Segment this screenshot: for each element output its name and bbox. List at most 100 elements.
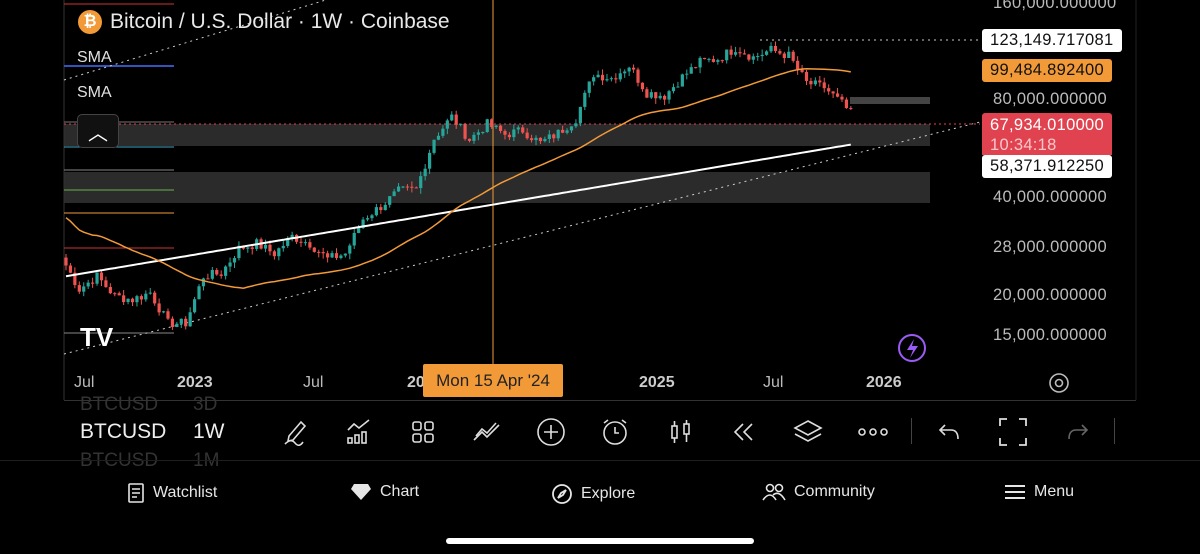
fullscreen-icon[interactable]	[993, 414, 1033, 450]
candle	[569, 126, 574, 131]
patterns-icon[interactable]	[467, 414, 507, 450]
candle	[738, 52, 742, 54]
candle	[454, 114, 458, 125]
candle	[135, 296, 139, 303]
candle	[91, 282, 95, 284]
layers-icon[interactable]	[788, 414, 828, 450]
candle	[725, 49, 729, 61]
candle	[498, 125, 503, 131]
candle	[405, 186, 410, 188]
candle	[676, 86, 680, 88]
candle	[521, 127, 525, 133]
indicators-icon[interactable]	[339, 414, 379, 450]
collapse-legend-button[interactable]: ︿	[77, 114, 119, 148]
candle	[840, 96, 844, 100]
candle	[250, 247, 254, 249]
candle	[609, 78, 614, 80]
candle	[472, 134, 476, 141]
candle	[126, 298, 130, 303]
candle	[636, 69, 640, 83]
candle	[512, 129, 516, 138]
candle	[348, 245, 352, 254]
candle	[463, 123, 467, 139]
candle-type-icon[interactable]	[661, 414, 701, 450]
candle	[374, 207, 378, 216]
candle	[383, 204, 387, 211]
candle	[831, 91, 835, 94]
candle	[95, 272, 99, 284]
candle	[596, 74, 600, 78]
layouts-icon[interactable]	[403, 414, 443, 450]
candle	[565, 130, 569, 133]
candle	[423, 168, 427, 177]
nav-watchlist[interactable]: Watchlist	[127, 483, 217, 503]
crosshair-date-label: Mon 15 Apr '24	[423, 364, 563, 397]
price-chart[interactable]: TV	[0, 0, 1200, 400]
indicator-sma-1[interactable]: SMA	[77, 49, 112, 66]
candle	[86, 282, 90, 287]
candle	[552, 134, 556, 139]
candle	[818, 80, 822, 83]
candle	[153, 292, 157, 304]
nav-explore[interactable]: Explore	[551, 483, 635, 505]
lightning-icon[interactable]	[898, 334, 926, 362]
candle	[184, 318, 188, 327]
settings-icon[interactable]	[1049, 373, 1069, 393]
chart-diamond-icon	[351, 484, 371, 500]
time-label: Jul	[763, 374, 784, 391]
last-price: 67,934.010000	[990, 116, 1105, 134]
candle	[99, 272, 104, 281]
candle	[330, 253, 334, 258]
candle	[419, 176, 423, 189]
candle	[379, 207, 383, 211]
candle	[286, 238, 290, 246]
candle	[804, 71, 809, 81]
candle	[614, 78, 618, 80]
candle	[290, 234, 294, 239]
candle	[197, 286, 201, 300]
toolbar-divider	[1114, 418, 1115, 444]
candle	[667, 91, 671, 100]
price-label: 20,000.000000	[993, 286, 1108, 304]
replay-icon[interactable]	[723, 414, 763, 450]
candle	[414, 187, 418, 189]
candle	[64, 257, 68, 266]
candle	[272, 251, 277, 257]
candle	[849, 108, 853, 110]
redo-icon[interactable]	[1058, 414, 1098, 450]
candle	[459, 123, 463, 125]
undo-icon[interactable]	[929, 414, 969, 450]
drawing-pen-icon[interactable]	[275, 414, 315, 450]
bar-countdown: 10:34:18	[990, 136, 1057, 154]
candle	[773, 45, 778, 52]
price-label: 160,000.000000	[993, 0, 1117, 12]
candle	[277, 248, 281, 257]
candle	[450, 114, 454, 121]
alert-icon[interactable]	[595, 414, 635, 450]
nav-community[interactable]: Community	[762, 483, 875, 501]
candle	[592, 77, 596, 82]
add-icon[interactable]	[531, 414, 571, 450]
candle	[401, 186, 405, 188]
nav-menu[interactable]: Menu	[1004, 483, 1074, 501]
symbol-picker[interactable]: BTCUSD	[80, 420, 167, 443]
candle	[631, 67, 636, 70]
nav-chart[interactable]: Chart	[350, 483, 419, 501]
candle	[694, 67, 698, 69]
candle	[467, 138, 472, 141]
indicator-sma-2[interactable]: SMA	[77, 84, 112, 101]
candle	[170, 318, 175, 328]
chart-title[interactable]: ₿ Bitcoin / U.S. Dollar · 1W · Coinbase	[78, 10, 450, 34]
candle	[206, 278, 210, 280]
candle	[809, 80, 813, 85]
candle	[326, 253, 330, 258]
candle	[689, 67, 693, 74]
candle	[166, 311, 170, 319]
interval-picker[interactable]: 1W	[193, 420, 225, 443]
candle	[113, 293, 117, 295]
candle	[627, 67, 631, 72]
trendline-lower[interactable]	[63, 121, 981, 355]
candle	[161, 311, 166, 313]
candle	[600, 74, 605, 81]
more-icon[interactable]	[853, 414, 893, 450]
